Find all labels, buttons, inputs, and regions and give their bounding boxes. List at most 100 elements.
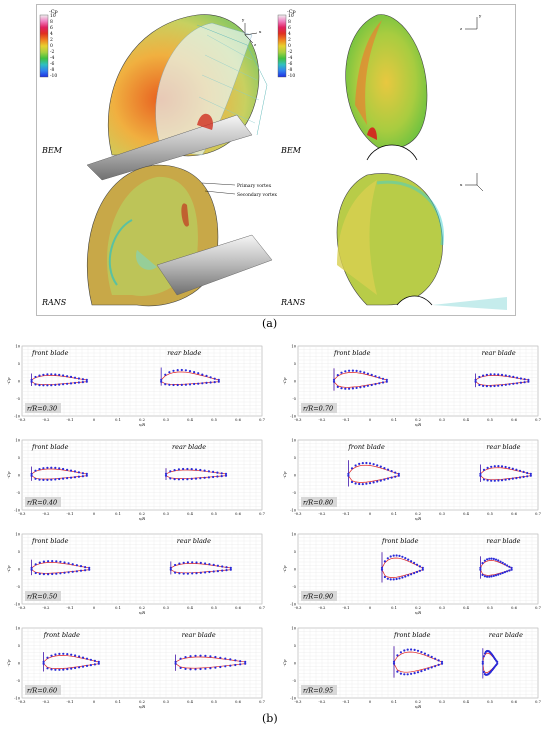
rans-rear-point bbox=[191, 561, 194, 564]
rear-blade-label: rear blade bbox=[482, 349, 516, 357]
rans-rear-point bbox=[229, 658, 232, 661]
rans-front-point bbox=[427, 667, 430, 670]
x-tick-label: 0.3 bbox=[439, 512, 445, 516]
rans-rear-point bbox=[180, 368, 183, 372]
x-tick-label: 0.2 bbox=[415, 606, 421, 610]
cp-panel: -0.3 -0.2 -0.1 0 0.1 0.2 0.3 0.4 0.5 0.6 0.7 10 5 0 -5… bbox=[4, 340, 274, 432]
rans-front-point bbox=[74, 666, 77, 670]
rans-rear-point bbox=[208, 563, 211, 566]
rans-rear-point bbox=[492, 574, 495, 577]
rans-rear-point bbox=[194, 468, 198, 471]
rans-rear-point bbox=[486, 575, 489, 578]
x-tick-label: 0.7 bbox=[535, 700, 541, 704]
x-tick-label: -0.3 bbox=[295, 512, 303, 516]
radius-badge bbox=[25, 497, 61, 507]
rans-front-point bbox=[88, 566, 91, 569]
rans-rear-point bbox=[508, 466, 511, 469]
rans-front-point bbox=[97, 662, 100, 665]
rans-rear-point bbox=[511, 477, 514, 480]
rans-rear-point bbox=[522, 470, 525, 473]
x-axis-label: x/R bbox=[139, 610, 145, 615]
rans-rear-point bbox=[508, 569, 511, 572]
rans-front-point bbox=[336, 374, 339, 377]
rans-front-point bbox=[69, 469, 73, 472]
cp-panel: -0.3 -0.2 -0.1 0 0.1 0.2 0.3 0.4 0.5 0.6 0.7 10 5 0 -5… bbox=[280, 528, 550, 620]
rans-rear-point bbox=[189, 668, 192, 671]
rans-rear-point bbox=[188, 383, 192, 386]
rans-rear-point bbox=[508, 565, 511, 568]
rans-rear-point bbox=[176, 369, 179, 372]
y-tick-label: -10 bbox=[290, 509, 297, 513]
legend-title-left: -Cp bbox=[49, 9, 58, 15]
y-tick-label: -5 bbox=[16, 397, 20, 401]
rans-front-point bbox=[437, 659, 440, 662]
rans-front-point bbox=[93, 659, 96, 662]
rans-front-point bbox=[63, 561, 66, 564]
rans-rear-point bbox=[489, 385, 492, 388]
rans-front-point bbox=[399, 672, 402, 675]
rans-front-point bbox=[58, 477, 61, 481]
rans-rear-point bbox=[229, 664, 232, 667]
rans-rear-point bbox=[519, 381, 522, 384]
rans-rear-point bbox=[225, 569, 228, 572]
rans-front-point bbox=[350, 480, 354, 484]
y-tick-label: 5 bbox=[18, 456, 21, 460]
x-tick-label: 0.2 bbox=[415, 418, 421, 422]
x-tick-label: -0.1 bbox=[67, 606, 74, 610]
rans-rear-point bbox=[224, 665, 227, 668]
axis-letter-3: z bbox=[254, 42, 256, 47]
rans-front-point bbox=[416, 649, 420, 652]
x-tick-label: 0.4 bbox=[187, 606, 193, 610]
rear-blade-label: rear blade bbox=[177, 537, 211, 545]
rans-front-point bbox=[58, 373, 61, 376]
axis-letter-6: x bbox=[460, 182, 463, 187]
rans-front-point bbox=[348, 387, 351, 390]
rans-front-point bbox=[410, 573, 413, 576]
rans-front-point bbox=[394, 471, 397, 474]
rans-front-point bbox=[392, 554, 395, 557]
rans-front-point bbox=[66, 668, 69, 671]
x-tick-label: 0.7 bbox=[259, 418, 265, 422]
rans-front-point bbox=[69, 382, 73, 385]
rans-rear-point bbox=[508, 383, 511, 386]
x-axis-label: x/R bbox=[415, 516, 421, 521]
y-tick-label: -10 bbox=[14, 603, 21, 607]
rans-front-point bbox=[420, 670, 423, 673]
y-tick-label: 5 bbox=[18, 550, 21, 554]
rans-rear-point bbox=[497, 384, 500, 387]
rans-rear-point bbox=[188, 370, 192, 373]
x-tick-label: 0.5 bbox=[487, 700, 493, 704]
rans-rear-point bbox=[510, 566, 513, 569]
x-tick-label: 0.7 bbox=[259, 606, 265, 610]
axis-letter-5: z bbox=[460, 26, 462, 31]
rans-front-point bbox=[370, 373, 373, 376]
x-tick-label: 0 bbox=[369, 700, 372, 704]
rans-front-point bbox=[75, 564, 78, 567]
legend-tick-label: 0 bbox=[288, 43, 291, 49]
rans-front-point bbox=[385, 380, 388, 383]
x-tick-label: -0.2 bbox=[43, 418, 50, 422]
cp-curves bbox=[30, 466, 228, 481]
rans-rear-point bbox=[529, 474, 532, 477]
radius-label: r/R=0.80 bbox=[303, 499, 333, 507]
x-axis-label: x/R bbox=[415, 422, 421, 427]
vortex-pointers bbox=[201, 182, 236, 195]
rans-rear-point bbox=[481, 562, 484, 565]
rans-front-point bbox=[81, 381, 84, 384]
rans-front-point bbox=[88, 568, 91, 571]
rans-rear-point bbox=[199, 468, 202, 472]
rans-rear-point bbox=[174, 563, 177, 567]
rans-rear-point bbox=[496, 660, 499, 663]
rans-rear-point bbox=[179, 657, 182, 660]
rans-front-point bbox=[389, 578, 392, 581]
rans-rear-point bbox=[229, 568, 232, 571]
front-blade-label: front blade bbox=[43, 631, 81, 639]
rans-front-point bbox=[403, 649, 406, 652]
rans-front-point bbox=[378, 382, 381, 385]
rans-front-point bbox=[366, 384, 369, 387]
radius-label: r/R=0.40 bbox=[27, 499, 57, 507]
rans-rear-point bbox=[511, 467, 514, 470]
rans-front-point bbox=[358, 462, 361, 465]
rans-front-point bbox=[385, 378, 388, 381]
